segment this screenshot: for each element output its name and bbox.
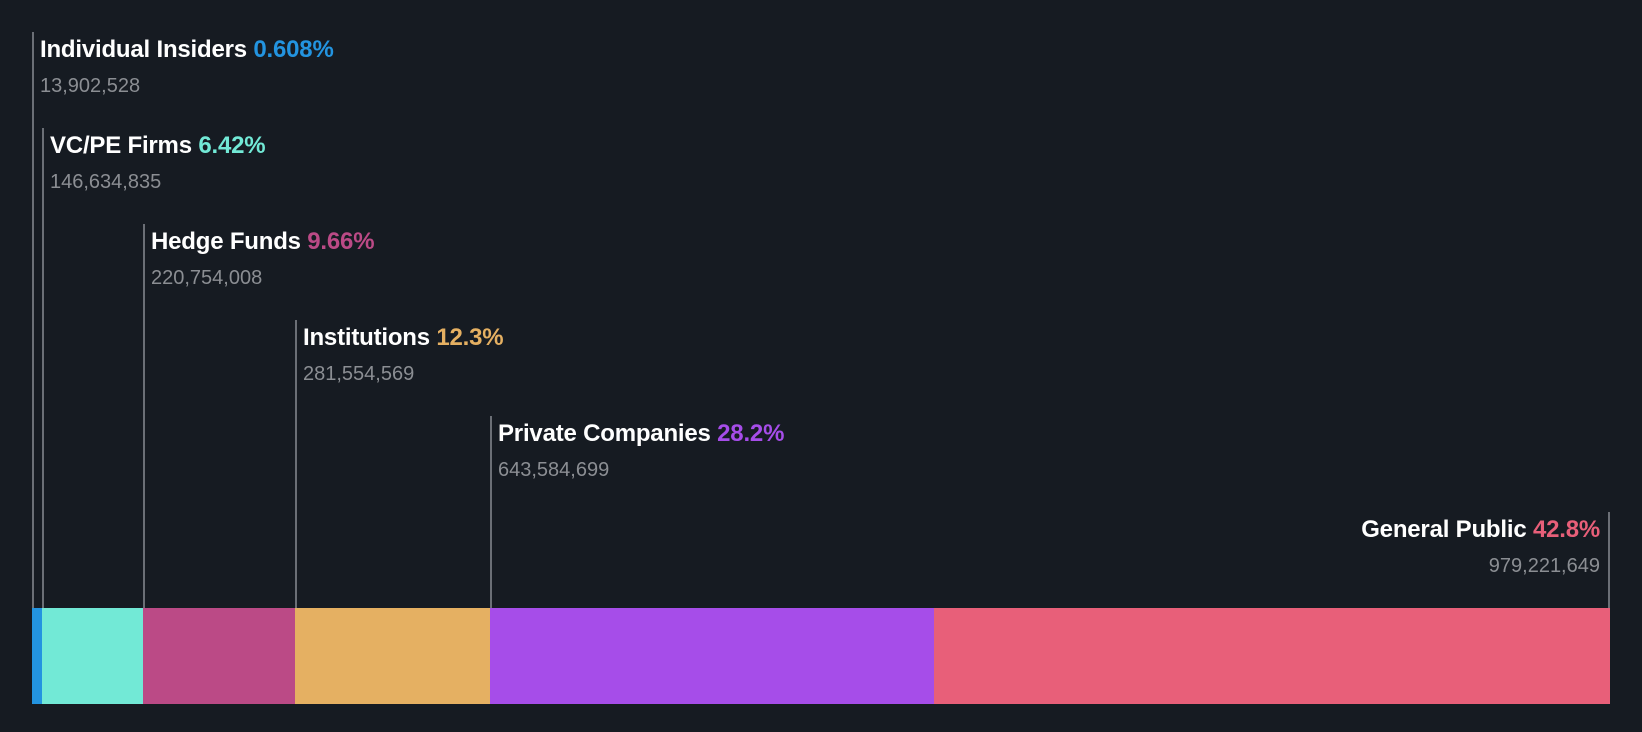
bar-segment-private-companies xyxy=(490,608,934,704)
category-name: VC/PE Firms xyxy=(50,132,192,159)
marker-line-general-public xyxy=(1608,512,1610,608)
share-count: 979,221,649 xyxy=(1488,555,1600,577)
share-count: 13,902,528 xyxy=(40,75,141,97)
share-count: 643,584,699 xyxy=(498,459,610,481)
bar-segment-institutions xyxy=(295,608,490,704)
percentage-value: 42.8% xyxy=(1532,516,1600,543)
share-count: 146,634,835 xyxy=(50,171,162,193)
marker-line-hedge-funds xyxy=(143,224,145,608)
marker-line-institutions xyxy=(295,320,297,608)
marker-line-vc-pe-firms xyxy=(42,128,44,608)
label-general-public: General Public 42.8% 979,221,649 xyxy=(1361,516,1600,578)
percentage-value: 12.3% xyxy=(436,324,504,351)
bar-segment-general-public xyxy=(934,608,1610,704)
category-name: General Public xyxy=(1361,516,1527,543)
label-vc-pe-firms: VC/PE Firms 6.42% 146,634,835 xyxy=(50,132,266,194)
share-count: 220,754,008 xyxy=(151,267,263,289)
marker-line-private-companies xyxy=(490,416,492,608)
label-institutions: Institutions 12.3% 281,554,569 xyxy=(303,324,504,386)
share-count: 281,554,569 xyxy=(303,363,415,385)
category-name: Hedge Funds xyxy=(151,228,301,255)
percentage-value: 6.42% xyxy=(198,132,266,159)
category-name: Private Companies xyxy=(498,420,711,447)
percentage-value: 9.66% xyxy=(307,228,375,255)
bar-segment-hedge-funds xyxy=(143,608,295,704)
bar-segment-vc-pe-firms xyxy=(42,608,143,704)
bar-segment-individual-insiders xyxy=(32,608,42,704)
label-individual-insiders: Individual Insiders 0.608% 13,902,528 xyxy=(40,36,334,98)
percentage-value: 0.608% xyxy=(253,36,334,63)
percentage-value: 28.2% xyxy=(717,420,785,447)
label-hedge-funds: Hedge Funds 9.66% 220,754,008 xyxy=(151,228,375,290)
category-name: Institutions xyxy=(303,324,430,351)
category-name: Individual Insiders xyxy=(40,36,247,63)
marker-line-individual-insiders xyxy=(32,32,34,608)
label-private-companies: Private Companies 28.2% 643,584,699 xyxy=(498,420,784,482)
